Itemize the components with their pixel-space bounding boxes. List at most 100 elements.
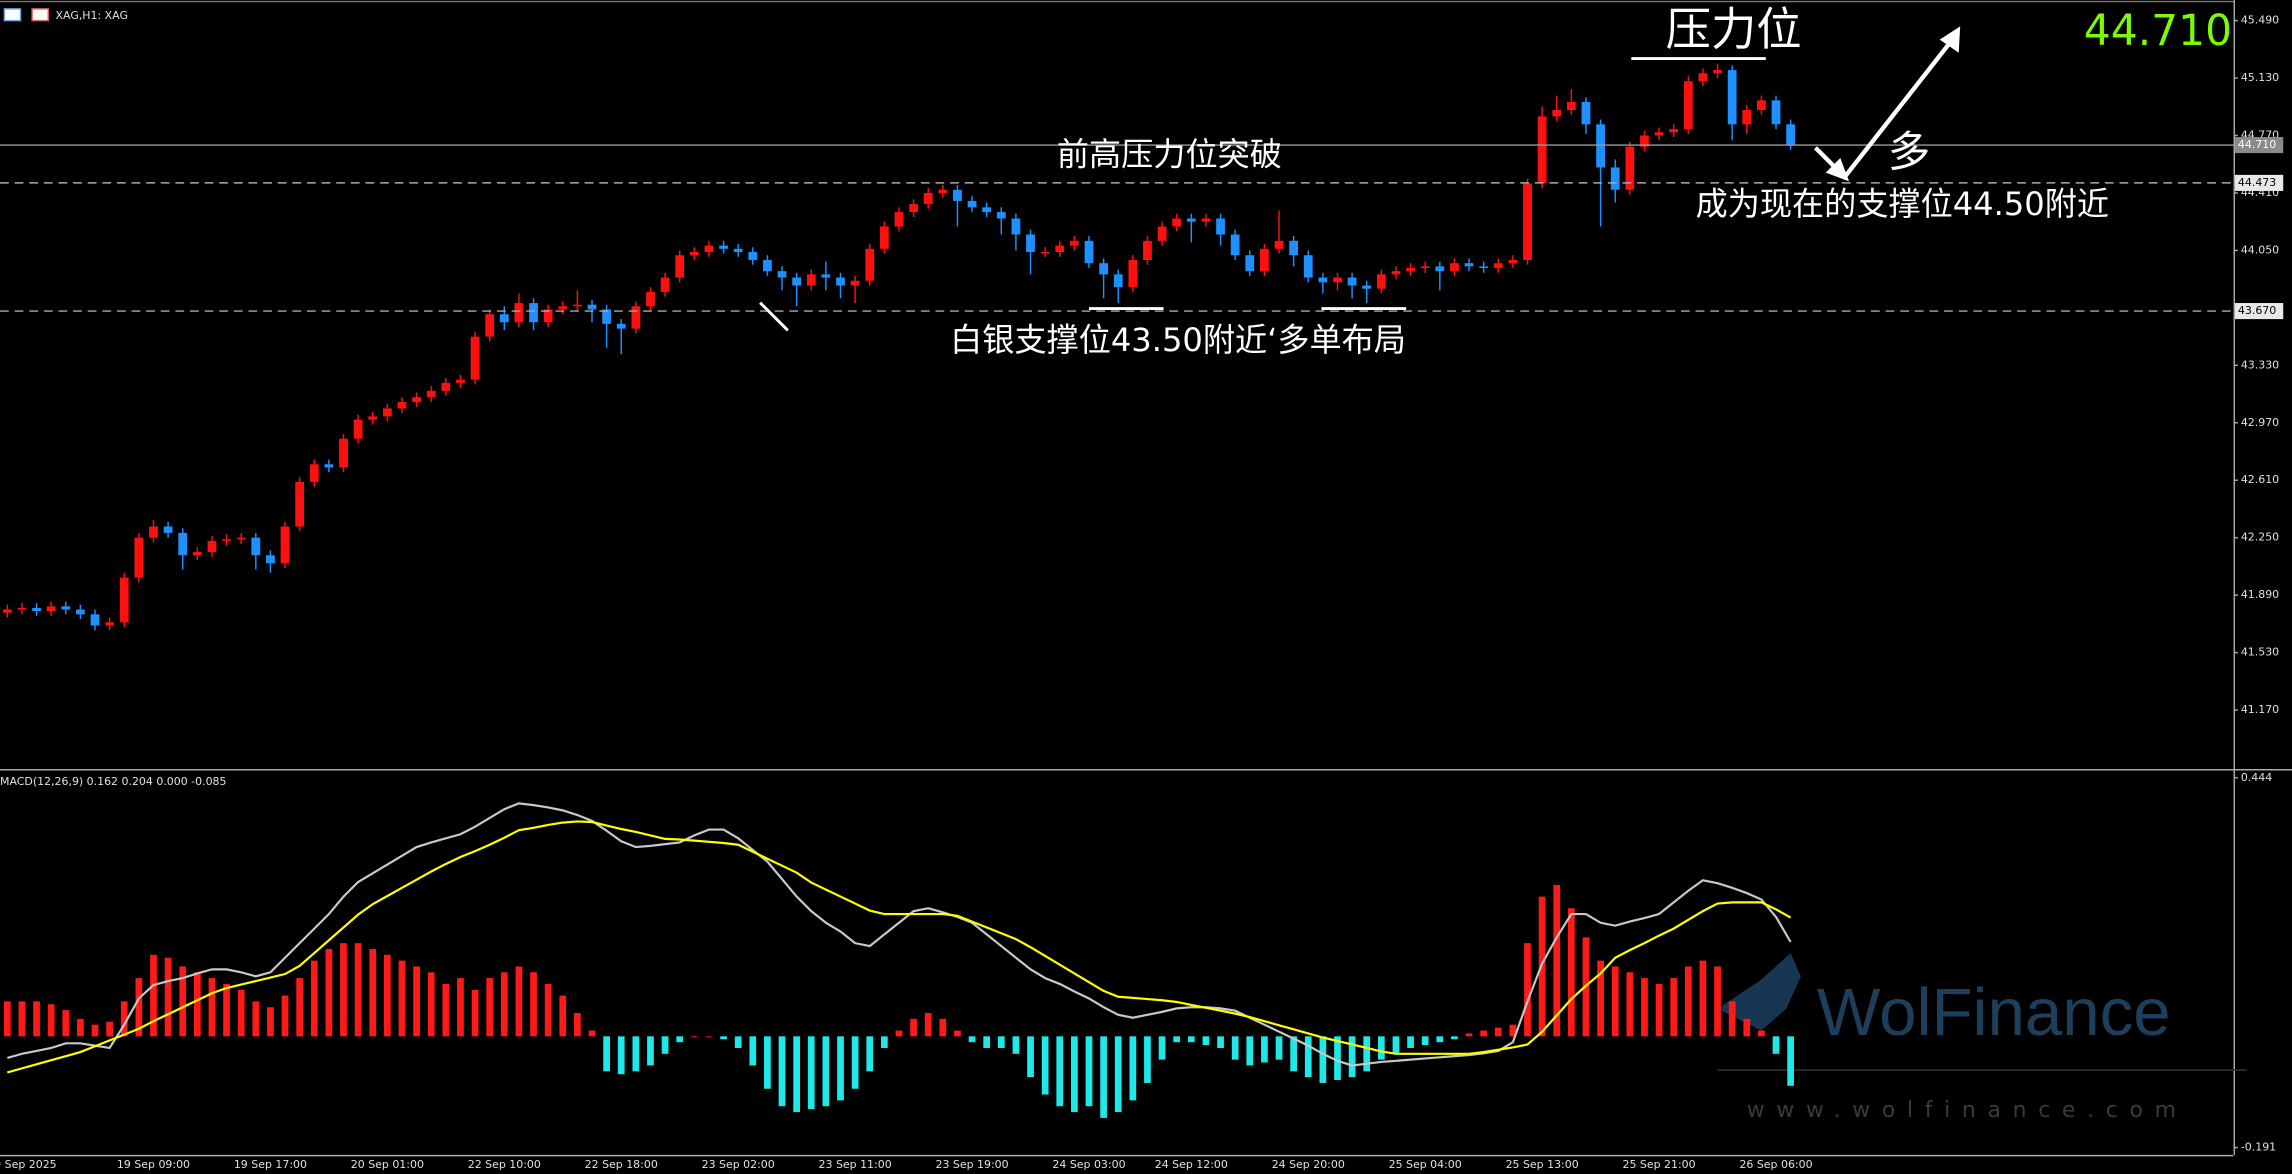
y-tick-label: 45.490 [2241,14,2279,27]
macd-bar [1363,1036,1371,1072]
candle-body [441,382,451,391]
x-tick-label: 19 Sep 2025 [0,1158,57,1171]
macd-bar [617,1036,625,1075]
candle-body [967,200,977,208]
macd-bar [954,1030,961,1037]
level-label: 43.670 [2238,304,2276,317]
candle-body [266,555,275,564]
candle-body [309,464,319,482]
macd-bar [983,1036,991,1048]
macd-bar [1392,1036,1400,1054]
candle-body [134,537,144,578]
macd-bar [398,960,406,1037]
macd-bar [1100,1036,1107,1118]
x-tick-label: 25 Sep 04:00 [1389,1158,1462,1171]
watermark-brand: WolFinance [1817,975,2171,1050]
macd-bar [3,1001,11,1037]
candle-body [1069,240,1079,246]
macd-bar [1699,960,1707,1037]
candle-body [1186,218,1196,222]
macd-bar [62,1010,70,1037]
watermark-url: www.wolfinance.com [1747,1098,2188,1123]
candle-body [426,390,436,398]
annotation-new-support: 成为现在的支撑位44.50附近 [1696,185,2109,223]
macd-line [7,802,1792,1067]
candle-body [543,309,553,323]
macd-bar [734,1036,742,1048]
candle-body [456,379,465,383]
candle-body [32,607,41,612]
candle-body [836,277,845,286]
candle-body [1493,263,1503,268]
candle-body [1508,259,1518,264]
macd-bar [822,1036,830,1107]
candle-body [192,552,202,556]
macd-bar [252,1001,260,1037]
candle-body [763,259,772,272]
macd-bar [1509,1024,1517,1037]
candle-body [602,309,612,324]
macd-bar [851,1036,859,1089]
macd-bar [1129,1036,1137,1101]
candle-body [1654,132,1664,136]
macd-bar [77,1018,84,1037]
macd-bar [296,978,304,1037]
macd-bar [1202,1036,1210,1046]
candle-body [1362,285,1372,289]
macd-bar [1626,972,1634,1037]
macd-bar [690,1036,698,1038]
symbol-header: XAG,H1: XAG [56,9,128,22]
candle-body [178,532,188,556]
candle-body [1128,259,1138,288]
candle-body [1713,70,1722,74]
macd-bar [1611,966,1619,1037]
y-tick-label: 43.330 [2241,358,2279,371]
macd-bar [895,1030,903,1037]
x-tick-label: 26 Sep 06:00 [1739,1158,1812,1171]
candle-body [646,291,655,307]
macd-bar [997,1036,1005,1048]
candle-body [1698,73,1708,82]
candle-body [1610,167,1620,190]
candle-body [1625,146,1635,190]
y-tick-label: 41.890 [2241,588,2279,601]
slash-mark [759,301,789,332]
candle-body [850,280,860,286]
candle-body [1347,277,1357,286]
candle-body [777,271,787,278]
y-tick-label: 42.610 [2241,473,2279,486]
candle-body [938,189,948,193]
candle-body [909,204,918,213]
macd-bar [413,966,420,1037]
candle-body [1786,124,1796,146]
macd-bar [47,1004,55,1037]
candle-body [470,336,480,380]
macd-bar [325,948,333,1037]
macd-bar [1787,1036,1794,1086]
macd-bar [237,989,245,1037]
y-tick-label: 45.130 [2241,71,2279,84]
candle-body [149,526,158,538]
macd-bar [749,1036,757,1066]
candle-body [1318,277,1328,283]
candle-body [529,303,538,323]
macd-bar [1714,966,1721,1037]
candle-body [1640,135,1649,147]
candle-body [1333,277,1342,283]
candle-body [90,614,100,626]
macd-bar [1641,978,1648,1037]
level-box [2234,303,2284,320]
macd-bar [837,1036,844,1101]
x-tick-label: 25 Sep 21:00 [1623,1158,1696,1171]
candle-body [1084,240,1094,264]
macd-bar [778,1036,786,1107]
y-tick-label: -0.191 [2241,1141,2276,1154]
macd-bar [807,1036,815,1110]
candle-body [1011,218,1021,235]
macd-bar [647,1036,654,1066]
macd-bar [793,1036,801,1113]
y-tick-label: 41.170 [2241,703,2279,716]
candle-body [1566,101,1576,110]
macd-bar [924,1013,932,1037]
